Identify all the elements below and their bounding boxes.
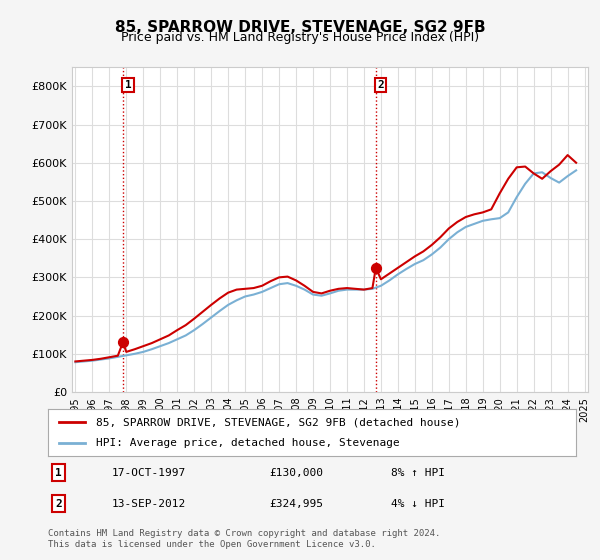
Text: 2: 2: [55, 498, 62, 508]
Text: £324,995: £324,995: [270, 498, 324, 508]
Text: £130,000: £130,000: [270, 468, 324, 478]
Text: HPI: Average price, detached house, Stevenage: HPI: Average price, detached house, Stev…: [95, 438, 399, 448]
Text: Price paid vs. HM Land Registry's House Price Index (HPI): Price paid vs. HM Land Registry's House …: [121, 31, 479, 44]
Point: [118, 338, 128, 347]
Text: Contains HM Land Registry data © Crown copyright and database right 2024.
This d: Contains HM Land Registry data © Crown c…: [48, 529, 440, 549]
Text: 17-OCT-1997: 17-OCT-1997: [112, 468, 185, 478]
Text: 4% ↓ HPI: 4% ↓ HPI: [391, 498, 445, 508]
Text: 1: 1: [55, 468, 62, 478]
Text: 8% ↑ HPI: 8% ↑ HPI: [391, 468, 445, 478]
Text: 13-SEP-2012: 13-SEP-2012: [112, 498, 185, 508]
Text: 1: 1: [125, 80, 131, 90]
Text: 85, SPARROW DRIVE, STEVENAGE, SG2 9FB: 85, SPARROW DRIVE, STEVENAGE, SG2 9FB: [115, 20, 485, 35]
Text: 2: 2: [377, 80, 384, 90]
Point: [371, 263, 380, 272]
Text: 85, SPARROW DRIVE, STEVENAGE, SG2 9FB (detached house): 85, SPARROW DRIVE, STEVENAGE, SG2 9FB (d…: [95, 417, 460, 427]
